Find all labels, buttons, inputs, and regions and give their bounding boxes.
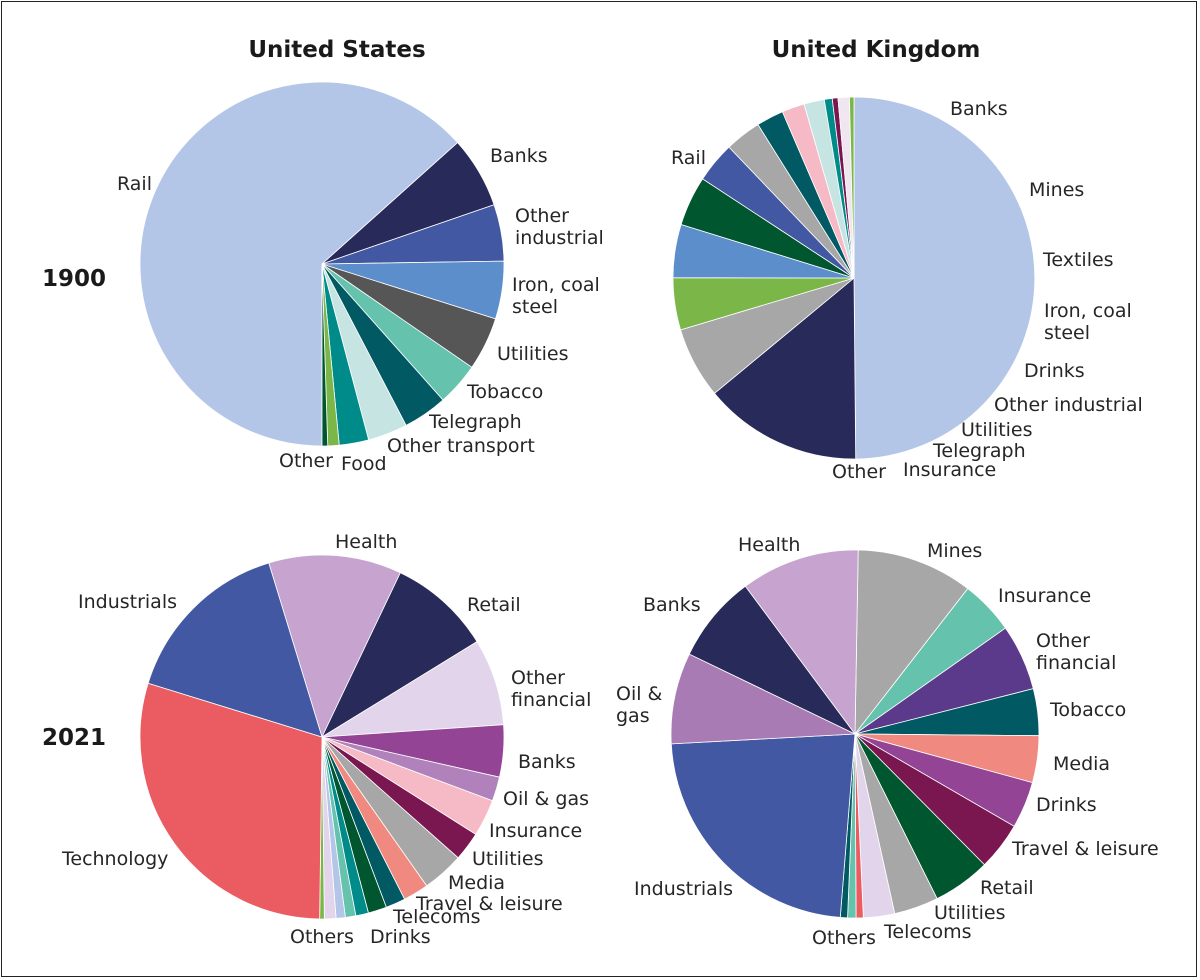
slice-label-banks: Banks: [518, 751, 576, 773]
slice-label-telecoms: Telecoms: [883, 921, 972, 943]
slice-label-banks: Banks: [490, 145, 548, 167]
slice-label-technology: Technology: [61, 848, 168, 870]
slice-label-media: Media: [448, 872, 505, 894]
slice-label-insurance: Insurance: [903, 459, 996, 481]
slice-label-retail: Retail: [467, 594, 521, 616]
slice-label-other-financial: Other financial: [511, 667, 591, 711]
row-label-1900: 1900: [42, 266, 106, 292]
pie-slice-technology: [139, 682, 323, 920]
slice-label-textiles: Textiles: [1042, 249, 1114, 271]
slice-label-utilities: Utilities: [934, 902, 1006, 924]
slice-label-oil-gas: Oil & gas: [616, 683, 663, 727]
slice-label-health: Health: [738, 534, 800, 556]
slice-label-drinks: Drinks: [1036, 794, 1097, 816]
pie-slice-unlabeled-14: [848, 96, 855, 279]
slice-label-industrials: Industrials: [78, 591, 177, 613]
slice-label-insurance: Insurance: [998, 585, 1091, 607]
slice-label-drinks: Drinks: [370, 926, 431, 948]
pie-slice-health: [268, 554, 401, 739]
slice-label-travel-leisure: Travel & leisure: [1011, 838, 1159, 860]
slice-label-other-industrial: Other industrial: [994, 394, 1143, 416]
slice-label-iron-coal-steel: Iron, coal steel: [1044, 300, 1132, 344]
pie-slice-oil-gas: [670, 653, 856, 745]
slice-label-others: Others: [290, 926, 354, 948]
slice-label-food: Food: [341, 453, 387, 475]
pie-united-states-1900: Rail Banks Other industrial Iron, coal steel U…: [117, 81, 604, 475]
slice-label-utilities: Utilities: [497, 343, 569, 365]
slice-label-telecoms: Telecoms: [392, 906, 481, 928]
slice-label-travel-leisure: Travel & leisure: [415, 893, 563, 915]
slice-label-mines: Mines: [927, 540, 982, 562]
slice-label-drinks: Drinks: [1024, 360, 1085, 382]
slice-label-other-industrial: Other industrial: [515, 205, 604, 249]
slice-label-retail: Retail: [980, 877, 1034, 899]
pie-slice-mines: [854, 549, 969, 736]
pie-slice-banks: [713, 277, 857, 460]
pie-united-kingdom-1900: Rail Banks Mines Textiles Iron, coal steel Dri…: [671, 96, 1143, 483]
slice-label-banks: Banks: [643, 594, 701, 616]
pie-slice-industrials: [670, 733, 856, 918]
slice-label-others: Others: [812, 927, 876, 949]
slice-label-industrials: Industrials: [634, 878, 733, 900]
pie-united-kingdom-2021: Mines Insurance Other financial Tobacco Media…: [616, 534, 1159, 949]
pie-slice-rail: [853, 96, 1036, 460]
slice-label-media: Media: [1053, 753, 1110, 775]
slice-label-telegraph: Telegraph: [428, 411, 522, 433]
pie-slice-industrials: [147, 562, 323, 738]
slice-label-tobacco: Tobacco: [466, 381, 543, 403]
slice-label-health: Health: [335, 531, 397, 553]
column-title-uk: United Kingdom: [772, 37, 981, 63]
slice-label-other-financial: Other financial: [1036, 630, 1116, 674]
slice-label-other: Other: [279, 450, 333, 472]
slice-label-iron-coal-steel: Iron, coal steel: [512, 274, 600, 318]
slice-label-utilities: Utilities: [472, 848, 544, 870]
slice-label-rail: Rail: [117, 173, 152, 195]
pie-slice-rail: [139, 81, 459, 447]
row-label-2021: 2021: [42, 725, 106, 751]
slice-label-insurance: Insurance: [489, 820, 582, 842]
slice-label-other: Other: [832, 461, 886, 483]
pie-charts: Rail Banks Other industrial Iron, coal steel U…: [61, 81, 1159, 949]
pie-united-states-2021: Health Retail Other financial Banks Oil & gas…: [61, 531, 591, 948]
pie-slice-health: [744, 549, 859, 736]
slice-label-oil-gas: Oil & gas: [503, 788, 589, 810]
slice-label-rail: Rail: [671, 147, 706, 169]
column-title-us: United States: [248, 37, 425, 63]
slice-label-utilities: Utilities: [961, 419, 1033, 441]
pie-slice-retail: [321, 572, 478, 739]
slice-label-mines: Mines: [1029, 179, 1084, 201]
pie-slice-unlabeled-10: [321, 263, 329, 447]
slice-label-telegraph: Telegraph: [932, 440, 1026, 462]
slice-label-tobacco: Tobacco: [1049, 699, 1126, 721]
slice-label-other-transport: Other transport: [387, 435, 535, 457]
slice-label-banks: Banks: [950, 98, 1008, 120]
